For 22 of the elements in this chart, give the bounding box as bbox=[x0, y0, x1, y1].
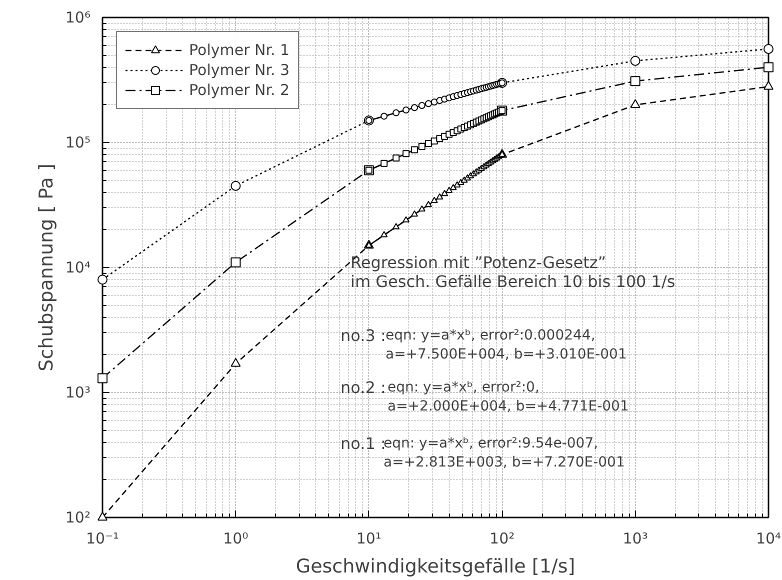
annotation: no.2 : bbox=[340, 378, 386, 397]
annotation: no.3 : bbox=[340, 326, 386, 345]
x-tick-label: 10⁴ bbox=[756, 530, 782, 548]
annotation: Regression mit ”Potenz-Gesetz” im Gesch. Gefälle Bereich 10 bis 100 1/s bbox=[350, 253, 676, 291]
y-tick-label: 10⁶ bbox=[65, 8, 91, 26]
legend-label: Polymer Nr. 1 bbox=[189, 41, 290, 59]
y-tick-label: 10³ bbox=[65, 384, 91, 402]
legend-label: Polymer Nr. 2 bbox=[189, 81, 290, 99]
x-tick-label: 10² bbox=[490, 530, 515, 548]
y-tick-label: 10⁵ bbox=[65, 134, 91, 152]
x-tick-label: 10¹ bbox=[356, 530, 382, 548]
legend-label: Polymer Nr. 3 bbox=[189, 61, 290, 79]
annotation: eqn: y=a*xᵇ, error²:0, a=+2.000E+004, b=+4.771E-001 bbox=[388, 380, 629, 414]
x-axis-title: Geschwindigkeitsgefälle [1/s] bbox=[296, 556, 576, 578]
annotation: eqn: y=a*xᵇ, error²:0.000244, a=+7.500E+004, b=+3.010E-001 bbox=[386, 328, 627, 362]
x-tick-label: 10³ bbox=[622, 530, 648, 548]
y-axis-title: Schubspannung [ Pa ] bbox=[35, 164, 58, 372]
x-tick-label: 10⁰ bbox=[223, 530, 248, 548]
annotation: eqn: y=a*xᵇ, error²:9.54e-007, a=+2.813E+003, b=+7.270E-001 bbox=[384, 436, 625, 470]
y-tick-label: 10⁴ bbox=[65, 258, 91, 276]
x-tick-label: 10⁻¹ bbox=[86, 530, 120, 548]
y-tick-label: 10² bbox=[65, 508, 91, 526]
